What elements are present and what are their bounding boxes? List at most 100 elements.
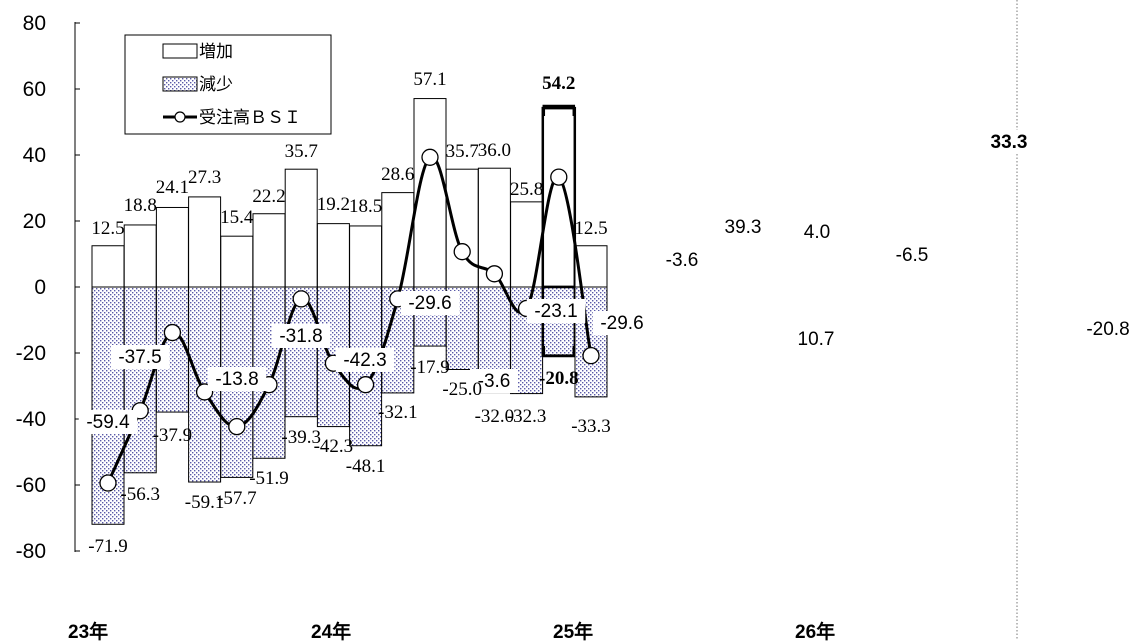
- bsi-label: -29.6: [408, 293, 451, 314]
- bsi-label: 33.3: [991, 132, 1028, 153]
- bsi-point: [292, 290, 310, 308]
- decrease-label: -32.3: [507, 406, 547, 427]
- decrease-label: -37.9: [153, 425, 193, 446]
- decrease-label: -33.3: [571, 416, 611, 437]
- bsi-label-bg: [271, 324, 331, 348]
- bsi-label: -42.3: [343, 350, 386, 371]
- increase-label: 18.5: [349, 196, 382, 217]
- bsi-label: -37.5: [118, 347, 161, 368]
- bsi-label: 39.3: [725, 217, 762, 238]
- bsi-label-bg: [592, 311, 652, 335]
- decrease-label: -32.1: [378, 402, 418, 423]
- bsi-point: [356, 376, 375, 394]
- y-tick-label: 40: [23, 144, 46, 167]
- increase-label: 22.2: [252, 186, 285, 207]
- decrease-label: -42.3: [314, 436, 354, 457]
- increase-label: 24.1: [156, 177, 189, 198]
- increase-bar: [284, 168, 318, 288]
- increase-label: 54.2: [542, 73, 575, 94]
- increase-label: 25.8: [510, 179, 543, 200]
- decrease-label: -20.8: [539, 368, 579, 389]
- x-year-label: 23年: [68, 620, 108, 643]
- y-tick-label: -60: [16, 474, 46, 497]
- legend-bsi-label: 受注高ＢＳＩ: [199, 108, 301, 127]
- y-tick-label: 80: [23, 12, 46, 35]
- bsi-label-bg: [470, 369, 518, 393]
- x-year-label: 25年: [553, 620, 593, 643]
- increase-bar: [91, 245, 125, 288]
- increase-bar: [123, 224, 157, 288]
- bsi-label-bg: [792, 327, 840, 351]
- increase-bar: [220, 235, 254, 288]
- bsi-point: [582, 346, 600, 365]
- bsi-label-bg: [1078, 317, 1138, 341]
- bsi-label-bg: [78, 410, 138, 434]
- increase-bar: [510, 201, 544, 288]
- decrease-label: -17.9: [410, 357, 450, 378]
- bsi-label: -20.8: [1086, 319, 1129, 340]
- decrease-label: -56.3: [120, 484, 160, 505]
- bracket-top: [542, 104, 576, 116]
- decrease-label: -59.1: [185, 492, 225, 513]
- bsi-label-bg: [335, 348, 395, 372]
- increase-bar: [252, 213, 286, 288]
- increase-bar: [445, 168, 479, 288]
- bsi-label: -3.6: [666, 250, 699, 271]
- bsi-label: -31.8: [279, 326, 322, 347]
- decrease-label: -39.3: [281, 427, 321, 448]
- bsi-label-bg: [719, 215, 767, 239]
- bsi-label: -59.4: [86, 412, 130, 433]
- bracket-bottom: [542, 346, 576, 358]
- increase-bar: [155, 206, 189, 288]
- bsi-label-bg: [526, 299, 586, 323]
- increase-bar: [188, 196, 222, 288]
- decrease-label: -48.1: [346, 456, 386, 477]
- y-tick-label: -40: [16, 408, 46, 431]
- increase-label: 35.7: [285, 141, 318, 162]
- increase-bar: [316, 223, 350, 288]
- increase-label: 36.0: [478, 140, 511, 161]
- bsi-point: [485, 265, 504, 283]
- bsi-label: -13.8: [215, 369, 258, 390]
- legend-decrease-swatch: [162, 76, 198, 92]
- bsi-point: [453, 243, 471, 261]
- increase-label: 12.5: [574, 218, 607, 239]
- bsi-label: -23.1: [534, 301, 577, 322]
- increase-bar: [349, 225, 383, 288]
- increase-label: 19.2: [317, 194, 350, 215]
- bsi-label-bg: [888, 243, 936, 267]
- legend-box: [124, 34, 332, 135]
- y-tick-label: -20: [16, 342, 46, 365]
- increase-label: 28.6: [381, 164, 414, 185]
- y-tick-label: 60: [23, 78, 46, 101]
- bsi-label-bg: [798, 220, 836, 244]
- decrease-label: -51.9: [249, 468, 289, 489]
- bsi-label-bg: [400, 291, 460, 315]
- decrease-label: -25.0: [442, 379, 482, 400]
- bsi-label: 4.0: [804, 222, 830, 243]
- bsi-label-bg: [110, 345, 170, 369]
- x-year-label: 26年: [795, 620, 835, 643]
- bsi-label: -6.5: [896, 245, 929, 266]
- decrease-label: -71.9: [88, 536, 128, 557]
- increase-label: 57.1: [413, 69, 446, 90]
- bsi-point: [228, 417, 246, 436]
- bsi-label: -3.6: [478, 371, 511, 392]
- decrease-label: -32.0: [475, 406, 515, 427]
- bsi-label: 10.7: [798, 329, 835, 350]
- legend-increase-label: 増加: [199, 42, 233, 61]
- increase-label: 15.4: [220, 207, 254, 228]
- legend-increase-swatch: [162, 43, 198, 59]
- legend-point-swatch: [174, 111, 186, 123]
- decrease-label: -57.7: [217, 488, 257, 509]
- y-tick-label: -80: [16, 540, 46, 563]
- bsi-label-bg: [985, 130, 1033, 154]
- increase-label: 35.7: [446, 141, 479, 162]
- increase-bar: [574, 245, 608, 288]
- x-year-label: 24年: [311, 620, 351, 643]
- y-tick-label: 20: [23, 210, 46, 233]
- bsi-point: [99, 474, 117, 492]
- bsi-label: -29.6: [600, 313, 643, 334]
- increase-label: 27.3: [188, 167, 221, 188]
